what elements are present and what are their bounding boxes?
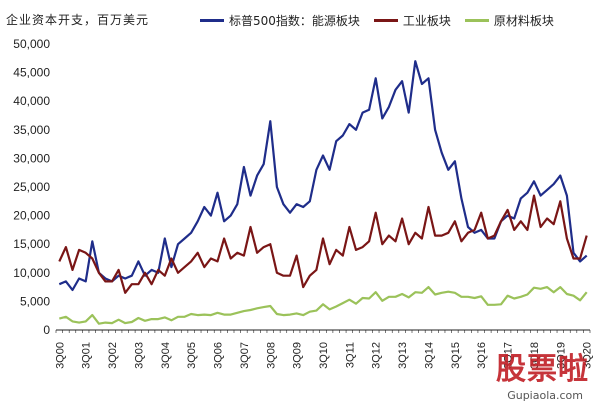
legend: 标普500指数：能源板块 工业板块 原材料板块 [200, 12, 554, 29]
legend-label-industrial: 工业板块 [402, 14, 451, 28]
chart-unit-title: 企业资本开支，百万美元 [6, 13, 150, 27]
legend-label-energy: 标普500指数：能源板块 [229, 14, 360, 28]
y-tick-label: 10,000 [13, 266, 50, 280]
x-tick-label: 3Q10 [318, 342, 330, 369]
x-tick-label: 3Q20 [582, 342, 594, 369]
x-tick-label: 3Q18 [529, 342, 541, 369]
x-tick-label: 3Q13 [397, 342, 409, 369]
x-tick-label: 3Q09 [292, 342, 304, 369]
x-tick-label: 3Q17 [503, 342, 515, 369]
x-tick-label: 3Q05 [186, 342, 198, 369]
legend-swatch-materials [464, 19, 489, 22]
x-tick-label: 3Q02 [107, 342, 119, 369]
y-tick-label: 45,000 [13, 66, 50, 80]
watermark-logo: 股票啦 Gupiaola.com [473, 344, 593, 402]
x-tick-label: 3Q06 [213, 342, 225, 369]
y-tick-label: 0 [43, 323, 50, 337]
legend-swatch-industrial [373, 19, 398, 22]
legend-item-materials: 原材料板块 [464, 12, 554, 29]
y-tick-label: 40,000 [13, 94, 50, 108]
x-tick-label: 3Q00 [54, 342, 66, 369]
x-tick-label: 3Q16 [476, 342, 488, 369]
legend-swatch-energy [200, 19, 224, 22]
watermark-text: 股票啦 [496, 352, 589, 387]
x-tick-label: 3Q19 [555, 342, 567, 369]
y-tick-label: 15,000 [13, 237, 50, 251]
y-tick-label: 35,000 [13, 123, 50, 137]
x-tick-label: 3Q12 [371, 342, 383, 369]
x-tick-label: 3Q01 [81, 342, 93, 369]
x-tick-label: 3Q07 [239, 342, 251, 369]
x-tick-label: 3Q04 [160, 342, 172, 369]
x-tick-label: 3Q11 [344, 342, 356, 368]
y-tick-label: 25,000 [13, 180, 50, 194]
y-tick-label: 5,000 [20, 294, 50, 308]
y-tick-label: 20,000 [13, 209, 50, 223]
x-tick-label: 3Q15 [450, 342, 462, 369]
series-line-materials [59, 286, 588, 325]
series-line-industrial [58, 194, 588, 294]
legend-item-energy: 标普500指数：能源板块 [200, 12, 360, 29]
y-tick-label: 50,000 [13, 37, 50, 51]
series-line-energy [58, 60, 588, 292]
legend-label-materials: 原材料板块 [493, 14, 554, 28]
legend-item-industrial: 工业板块 [373, 12, 451, 29]
y-tick-label: 30,000 [13, 151, 50, 165]
x-tick-label: 3Q08 [265, 342, 277, 369]
x-tick-label: 3Q14 [423, 342, 435, 369]
x-tick-label: 3Q03 [133, 342, 145, 369]
watermark-url: Gupiaola.com [507, 389, 583, 402]
